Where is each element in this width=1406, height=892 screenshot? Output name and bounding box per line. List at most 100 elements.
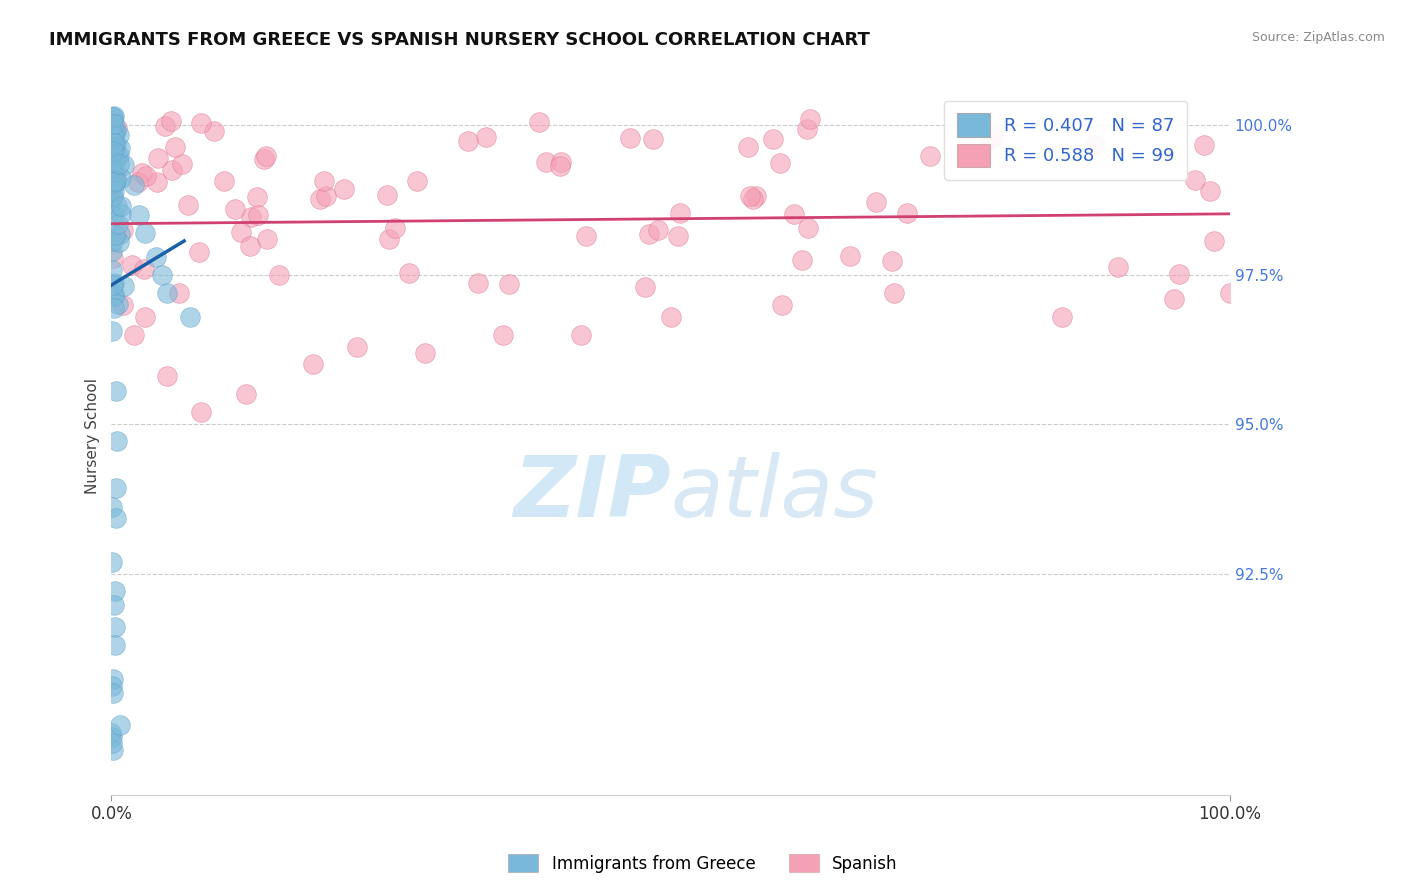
Point [224,202,246,216]
Point [131,166,153,180]
Point [122,327,145,342]
Point [346,340,368,354]
Point [103,276,125,290]
Point [104,136,127,151]
Point [457,134,479,148]
Point [101,679,124,693]
Point [103,289,125,303]
Point [742,192,765,206]
Point [467,276,489,290]
Point [475,130,498,145]
Point [107,199,129,213]
Point [229,225,252,239]
Point [104,482,127,496]
Point [574,228,596,243]
Point [737,140,759,154]
Point [127,176,149,190]
Point [770,298,793,312]
Point [1168,267,1191,281]
Point [156,285,179,300]
Point [413,345,436,359]
Point [202,124,225,138]
Point [377,188,399,202]
Point [104,127,127,141]
Point [103,145,125,160]
Point [167,285,190,300]
Point [108,128,131,142]
Text: IMMIGRANTS FROM GREECE VS SPANISH NURSERY SCHOOL CORRELATION CHART: IMMIGRANTS FROM GREECE VS SPANISH NURSER… [49,31,870,49]
Point [253,152,276,166]
Point [107,217,129,231]
Point [101,125,124,139]
Point [104,167,127,181]
Point [103,673,125,687]
Point [104,228,127,243]
Point [111,298,134,312]
Point [103,132,125,146]
Point [101,208,124,222]
Point [1199,184,1222,198]
Point [160,163,183,178]
Point [981,129,1004,144]
Point [896,206,918,220]
Point [108,717,131,731]
Point [246,208,269,222]
Point [101,244,124,259]
Point [103,136,125,150]
Point [641,131,664,145]
Point [865,194,887,209]
Point [103,145,125,160]
Point [101,144,124,158]
Point [100,131,122,145]
Legend: Immigrants from Greece, Spanish: Immigrants from Greece, Spanish [502,847,904,880]
Point [156,369,179,384]
Point [647,223,669,237]
Point [569,327,592,342]
Point [239,211,262,225]
Point [762,132,785,146]
Point [534,155,557,169]
Point [112,158,135,172]
Point [1083,138,1105,153]
Point [105,174,128,188]
Point [101,113,124,128]
Point [101,234,124,248]
Point [104,620,127,634]
Point [100,263,122,277]
Point [100,148,122,162]
Point [101,742,124,756]
Point [659,310,682,324]
Point [103,155,125,169]
Point [101,189,124,203]
Point [135,169,157,183]
Point [153,120,176,134]
Point [105,434,128,448]
Point [104,384,127,398]
Point [101,731,124,745]
Point [103,287,125,301]
Point [315,189,337,203]
Point [128,208,150,222]
Point [107,235,129,249]
Point [492,327,515,342]
Point [122,178,145,192]
Point [269,268,291,282]
Point [1107,260,1129,275]
Point [312,174,335,188]
Point [666,229,689,244]
Point [150,268,173,282]
Point [132,261,155,276]
Point [103,109,125,123]
Point [101,178,124,193]
Point [103,301,125,315]
Point [101,190,124,204]
Text: atlas: atlas [671,452,879,535]
Point [235,387,257,401]
Point [101,152,124,166]
Point [550,155,572,169]
Point [1050,310,1073,324]
Point [105,148,128,162]
Point [104,638,127,652]
Point [112,278,135,293]
Point [101,161,124,176]
